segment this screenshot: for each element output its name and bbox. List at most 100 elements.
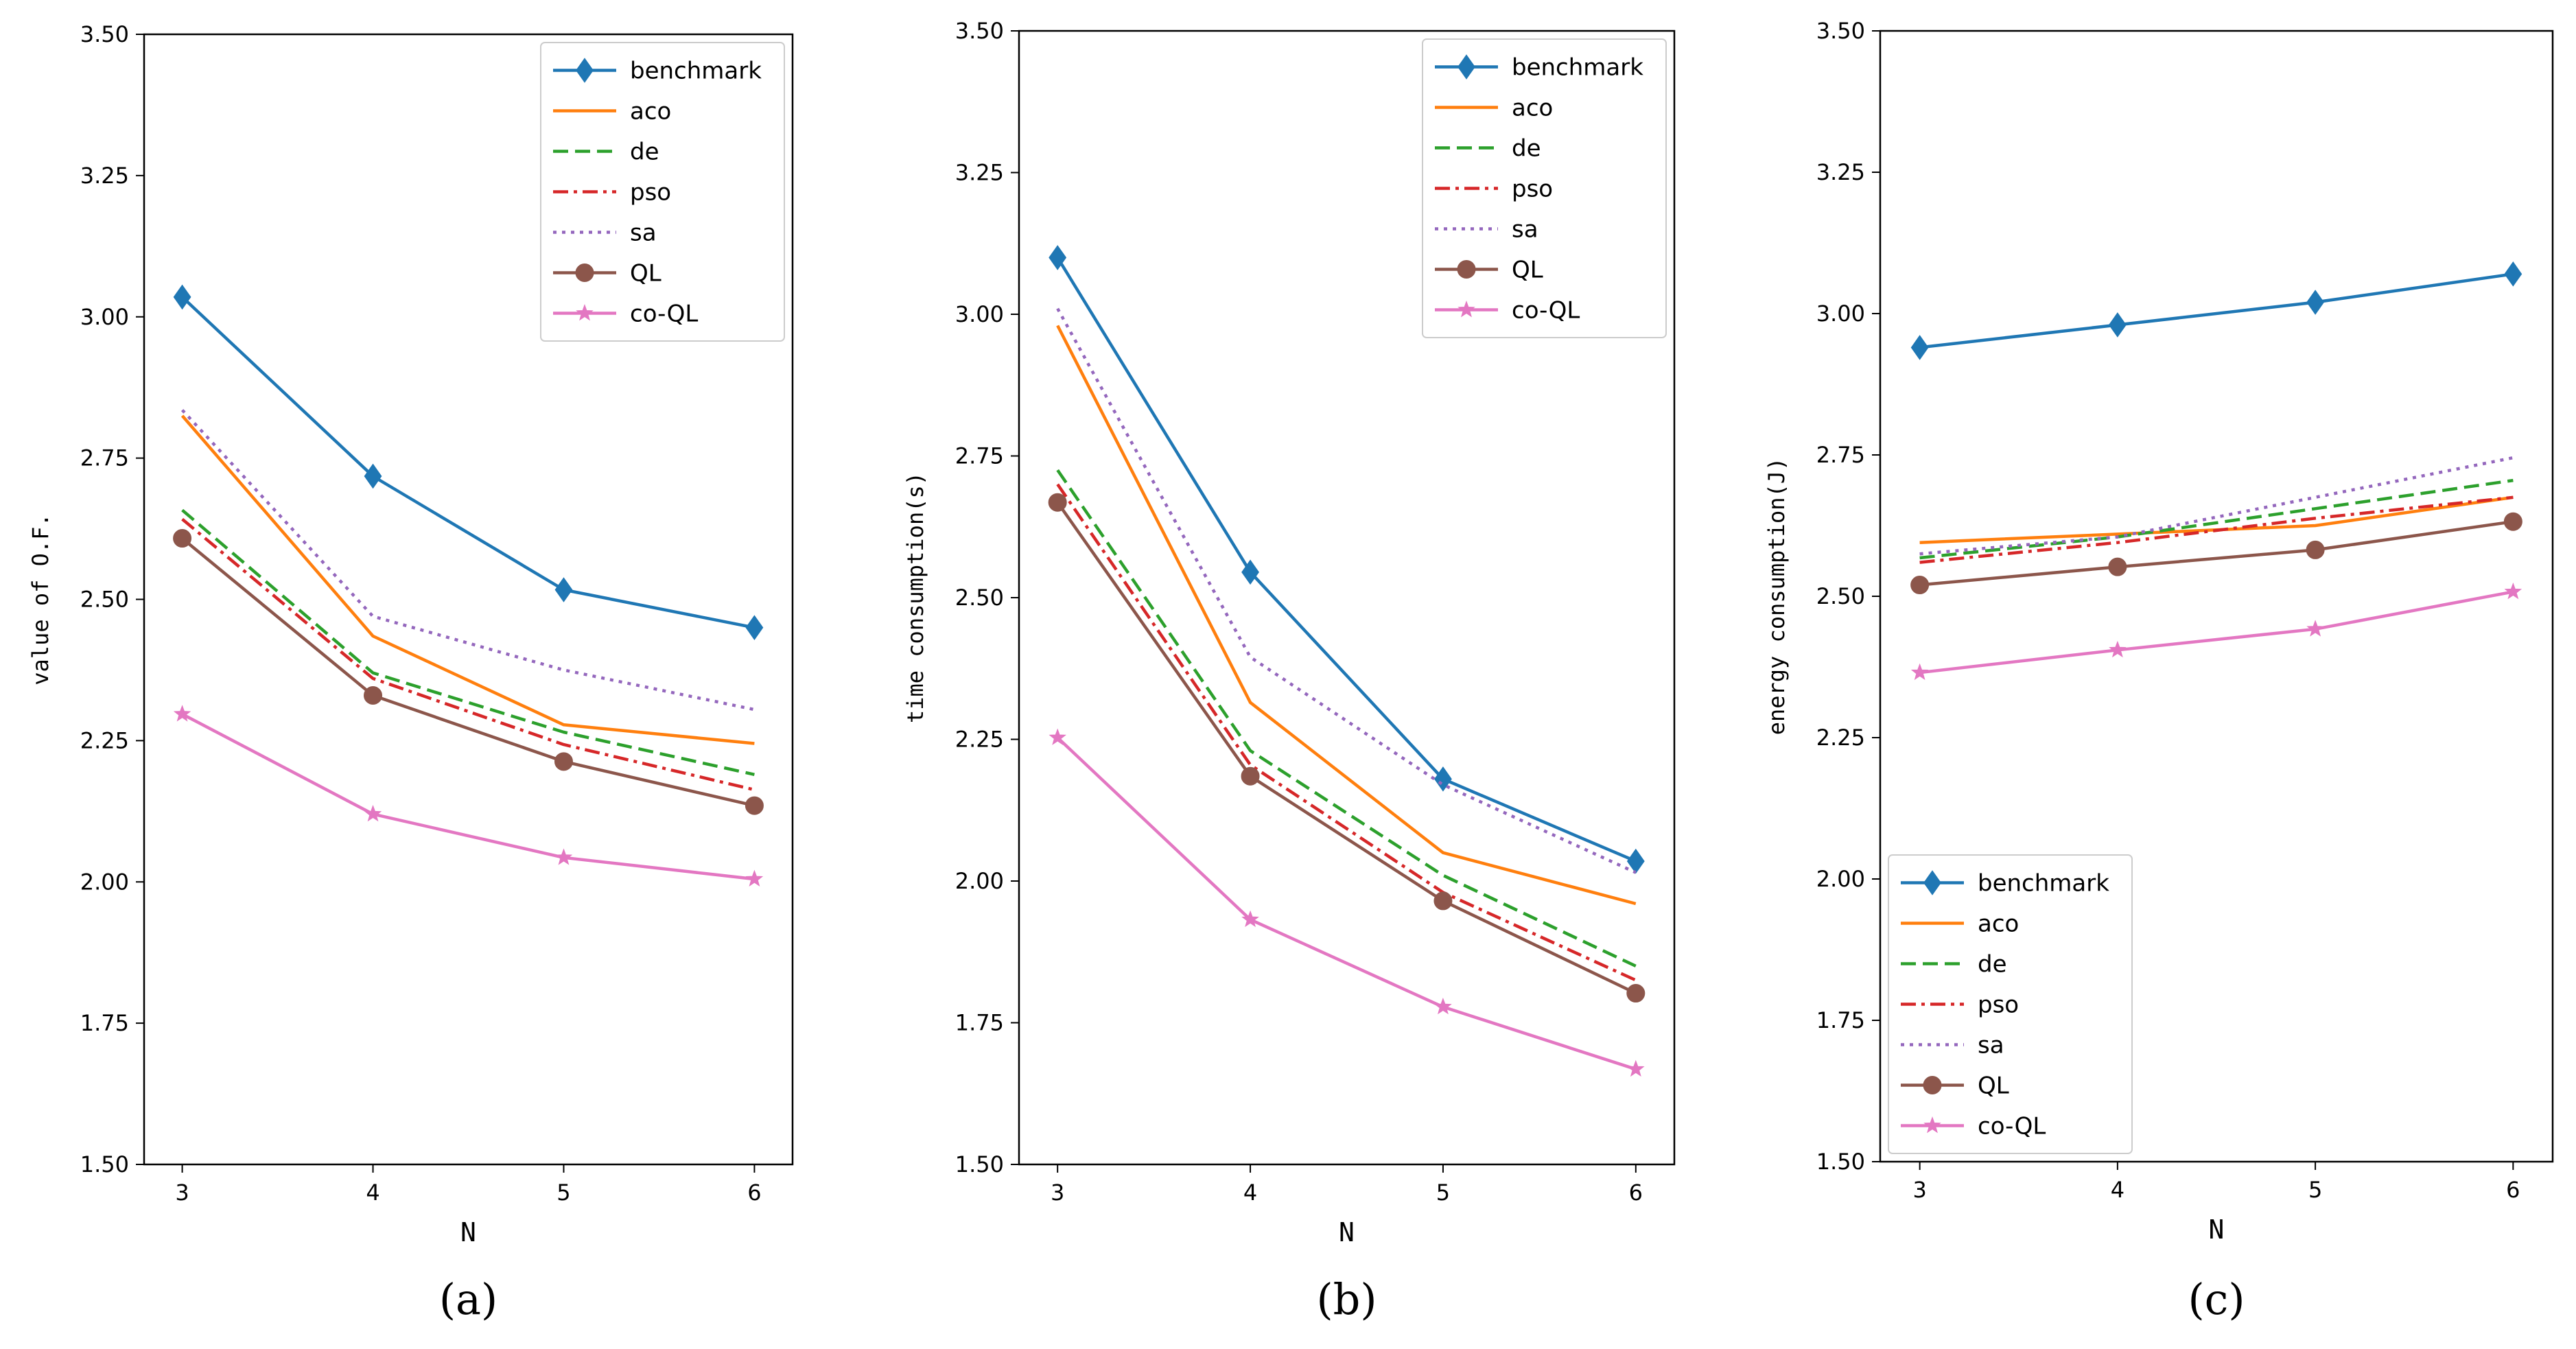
series-line-pso xyxy=(1919,495,2514,564)
series-line-co-QL xyxy=(1919,590,2514,674)
x-tick-label: 5 xyxy=(557,1180,570,1206)
data-point-QL xyxy=(1048,493,1067,512)
y-tick-label: 2.50 xyxy=(955,585,1004,611)
y-tick-label: 2.25 xyxy=(1816,725,1865,751)
x-tick-label: 4 xyxy=(2111,1177,2124,1203)
data-point-QL xyxy=(745,796,764,815)
legend-label-aco: aco xyxy=(630,98,671,126)
series-line-pso xyxy=(1056,483,1637,982)
y-tick-label: 3.00 xyxy=(955,301,1004,327)
data-point-benchmark xyxy=(1910,335,1929,360)
legend-label-de: de xyxy=(1978,951,2007,978)
x-tick-label: 4 xyxy=(1243,1180,1257,1206)
panel-0: 1.50 1.75 2.00 2.25 2.50 2.75 3.00 3.25 3.50 3 4 5 6… xyxy=(27,21,794,1324)
legend-marker-QL xyxy=(1923,1076,1942,1094)
series-line-sa xyxy=(180,409,755,712)
series-co-QL xyxy=(1910,582,2522,681)
legend-label-co-QL: co-QL xyxy=(1978,1113,2046,1140)
series-benchmark xyxy=(173,284,764,640)
legend-label-sa: sa xyxy=(1512,216,1538,244)
data-point-QL xyxy=(2108,557,2127,576)
legend-label-co-QL: co-QL xyxy=(1512,297,1580,325)
panel-2: 1.50 1.75 2.00 2.25 2.50 2.75 3.00 3.25 3.50 3 4 5 6… xyxy=(1764,18,2554,1324)
series-line-pso xyxy=(181,517,755,792)
y-tick-label: 2.50 xyxy=(80,587,129,613)
y-tick-label: 2.00 xyxy=(1816,866,1865,892)
legend: benchmark aco de pso sa QL co-QL xyxy=(1888,854,2133,1154)
legend-label-de: de xyxy=(630,139,659,166)
series-de xyxy=(1919,478,2514,560)
series-aco xyxy=(1056,325,1637,906)
y-tick-label: 2.00 xyxy=(80,869,129,895)
data-point-QL xyxy=(1433,891,1453,911)
data-point-co-QL xyxy=(173,705,191,722)
x-axis-label: N xyxy=(460,1217,476,1247)
data-point-co-QL xyxy=(2109,640,2127,658)
y-tick-label: 2.50 xyxy=(1816,583,1865,609)
y-tick-label: 3.00 xyxy=(1816,301,1865,327)
data-point-QL xyxy=(554,752,573,771)
data-point-co-QL xyxy=(1241,910,1259,928)
data-point-co-QL xyxy=(2306,620,2324,637)
data-point-co-QL xyxy=(1434,997,1452,1015)
series-pso xyxy=(1919,495,2514,564)
x-tick-label: 3 xyxy=(175,1180,189,1206)
legend-label-benchmark: benchmark xyxy=(630,58,762,85)
y-tick-label: 3.00 xyxy=(80,304,129,330)
data-point-QL xyxy=(1626,984,1646,1003)
x-tick-label: 3 xyxy=(1051,1180,1064,1206)
legend-label-benchmark: benchmark xyxy=(1978,870,2109,898)
series-line-QL xyxy=(181,537,755,808)
legend-label-pso: pso xyxy=(630,179,671,207)
series-line-benchmark xyxy=(181,296,755,629)
y-tick-label: 1.50 xyxy=(80,1151,129,1177)
series-line-de xyxy=(1919,478,2514,560)
data-point-co-QL xyxy=(745,869,764,887)
series-aco xyxy=(180,414,755,745)
legend-marker-benchmark xyxy=(1457,54,1475,80)
series-line-QL xyxy=(1056,501,1637,995)
series-line-co-QL xyxy=(181,712,755,881)
legend-label-sa: sa xyxy=(1978,1032,2004,1059)
series-line-benchmark xyxy=(1056,257,1637,863)
series-QL xyxy=(1048,493,1646,1003)
panel-caption: (a) xyxy=(439,1274,497,1324)
y-tick-label: 2.75 xyxy=(1816,442,1865,468)
data-point-benchmark xyxy=(2108,312,2127,338)
series-sa xyxy=(1919,456,2514,556)
legend-marker-co-QL xyxy=(576,304,594,321)
legend-label-de: de xyxy=(1512,135,1541,163)
y-axis-label: time consumption(s) xyxy=(902,472,928,723)
legend: benchmark aco de pso sa QL co-QL xyxy=(540,42,785,342)
x-tick-label: 4 xyxy=(366,1180,379,1206)
legend-label-aco: aco xyxy=(1512,95,1553,122)
x-tick-label: 6 xyxy=(747,1180,761,1206)
data-point-co-QL xyxy=(1627,1059,1645,1077)
legend-label-QL: QL xyxy=(1512,257,1543,284)
legend-label-co-QL: co-QL xyxy=(630,301,698,328)
y-axis-label: value of O.F. xyxy=(27,513,54,685)
series-co-QL xyxy=(1049,728,1645,1077)
panel-caption: (b) xyxy=(1316,1274,1377,1324)
y-tick-label: 2.25 xyxy=(80,727,129,753)
legend-label-QL: QL xyxy=(1978,1072,2009,1100)
series-sa xyxy=(180,409,755,712)
series-line-sa xyxy=(1919,456,2514,556)
y-tick-label: 2.25 xyxy=(955,727,1004,753)
legend-box xyxy=(1888,854,2133,1154)
y-tick-label: 3.50 xyxy=(1816,18,1865,44)
y-tick-label: 2.75 xyxy=(80,445,129,471)
data-point-benchmark xyxy=(1626,848,1645,874)
series-line-aco xyxy=(180,414,755,745)
y-tick-label: 1.50 xyxy=(1816,1149,1865,1175)
legend-box xyxy=(1422,38,1667,338)
data-point-benchmark xyxy=(2504,261,2522,287)
legend-label-aco: aco xyxy=(1978,911,2019,938)
series-benchmark xyxy=(1049,245,1645,874)
legend-box xyxy=(540,42,785,342)
data-point-benchmark xyxy=(173,284,191,310)
y-tick-label: 2.75 xyxy=(955,443,1004,469)
data-point-benchmark xyxy=(1241,559,1259,585)
series-pso xyxy=(181,517,755,792)
